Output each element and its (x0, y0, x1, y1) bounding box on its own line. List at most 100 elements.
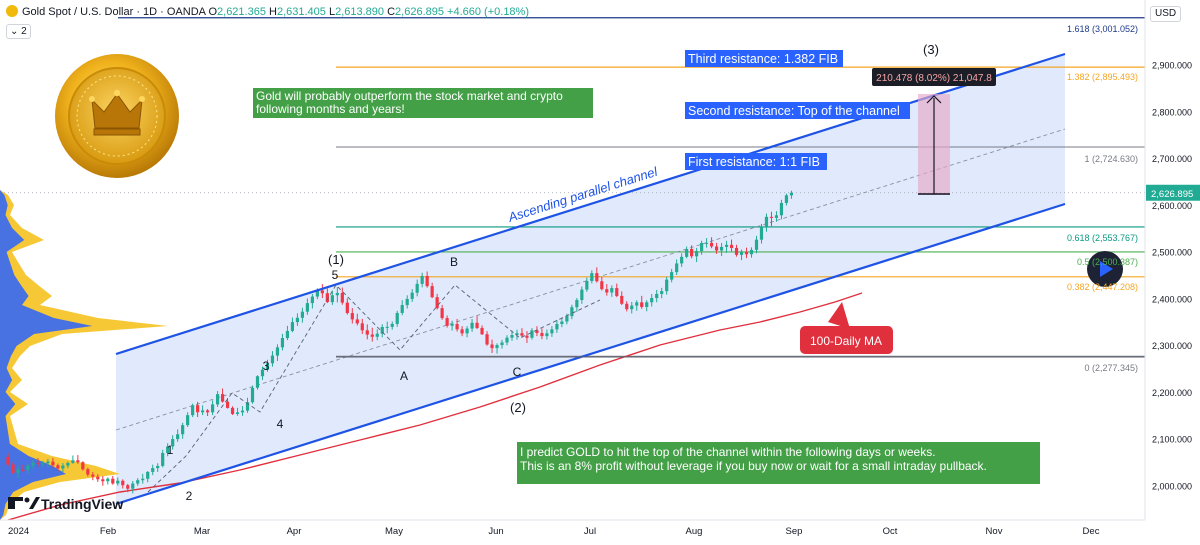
candle (410, 289, 414, 302)
candle-body (136, 480, 140, 484)
candle (345, 298, 349, 315)
prediction-note-line2: This is an 8% profit without leverage if… (520, 459, 987, 473)
candle-body (181, 425, 185, 435)
candle (240, 406, 245, 416)
candle (101, 475, 105, 486)
currency-button[interactable]: USD (1150, 6, 1182, 22)
candle-body (580, 289, 584, 301)
candle (250, 385, 255, 404)
candle (220, 388, 225, 403)
candle (335, 287, 339, 303)
symbol-title[interactable]: Gold Spot / U.S. Dollar · 1D · OANDA (22, 6, 206, 18)
candle (390, 321, 394, 330)
candle-body (260, 369, 265, 377)
candle (505, 335, 509, 346)
candle-body (560, 321, 564, 325)
candle (260, 366, 265, 380)
x-tick-label: Oct (883, 526, 898, 537)
candle-body (66, 462, 70, 466)
candle (450, 320, 454, 331)
candle (675, 259, 679, 276)
candle (480, 325, 484, 336)
gold-symbol-icon (6, 5, 18, 17)
candle (380, 324, 384, 338)
low-value: 2,613.890 (335, 6, 385, 18)
candle-body (315, 290, 319, 297)
candle (560, 317, 564, 328)
candle-body (789, 192, 794, 196)
candle-body (166, 446, 170, 453)
candle-body (784, 195, 789, 203)
candle-body (310, 296, 314, 304)
candle-body (675, 263, 679, 273)
x-tick-label: Apr (287, 526, 302, 537)
candle-body (41, 463, 45, 465)
candle-body (61, 465, 65, 469)
candle-body (230, 407, 235, 414)
candle (620, 291, 624, 305)
wave-label: A (400, 369, 408, 383)
candle-body (455, 324, 459, 330)
candle (26, 464, 30, 474)
x-tick-label: Nov (986, 526, 1003, 537)
candle (455, 318, 459, 332)
indicator-count: 2 (21, 26, 27, 37)
candle-body (56, 465, 60, 469)
candle-body (385, 326, 389, 328)
measure-arrowhead (926, 95, 942, 104)
candle (500, 339, 504, 349)
candle (764, 213, 769, 232)
candle (460, 326, 464, 337)
candle-body (161, 452, 165, 466)
candle (789, 190, 794, 199)
candle-body (714, 246, 719, 251)
candle-body (21, 469, 25, 471)
indicator-toggle[interactable]: ⌄ 2 (6, 24, 31, 39)
candle-body (595, 273, 599, 282)
candle (485, 331, 489, 346)
candle (91, 471, 95, 481)
candle (166, 443, 170, 457)
x-tick-label: Dec (1083, 526, 1100, 537)
candle-body (665, 279, 669, 292)
candle (191, 403, 195, 418)
wave-label: 1 (167, 443, 174, 457)
candle (136, 478, 140, 486)
outperform-note-line2: following months and years! (256, 102, 405, 116)
candle-body (220, 394, 225, 402)
candle (490, 339, 494, 353)
candle (171, 435, 175, 450)
candle (695, 247, 699, 263)
candle (365, 324, 369, 340)
candle-body (410, 292, 414, 299)
candle-body (210, 404, 215, 413)
candle-body (550, 329, 554, 334)
candle-body (430, 286, 434, 298)
candle (605, 284, 609, 296)
x-tick-label: Sep (786, 526, 803, 537)
candle-body (360, 323, 364, 331)
candle (525, 331, 529, 343)
fib-level-label: 1.618 (3,001.052) (1067, 24, 1138, 34)
candle-body (375, 333, 379, 337)
candle (719, 243, 724, 257)
candle-body (749, 249, 754, 255)
candle-body (670, 272, 674, 280)
candle-body (709, 242, 714, 247)
candle-body (51, 461, 55, 466)
candle (545, 329, 549, 340)
candle-body (700, 242, 704, 252)
candle (550, 326, 554, 337)
candle (295, 313, 300, 326)
y-tick-label: 2,600.000 (1152, 201, 1192, 211)
candle (285, 325, 290, 341)
candle (385, 321, 389, 334)
candle-body (440, 308, 444, 319)
wave-path (147, 284, 601, 493)
candle-body (779, 202, 784, 216)
fib-level-label: 0.5 (2,500.387) (1077, 257, 1138, 267)
candle-body (380, 327, 384, 334)
candle-body (719, 246, 724, 251)
candle (81, 461, 85, 471)
